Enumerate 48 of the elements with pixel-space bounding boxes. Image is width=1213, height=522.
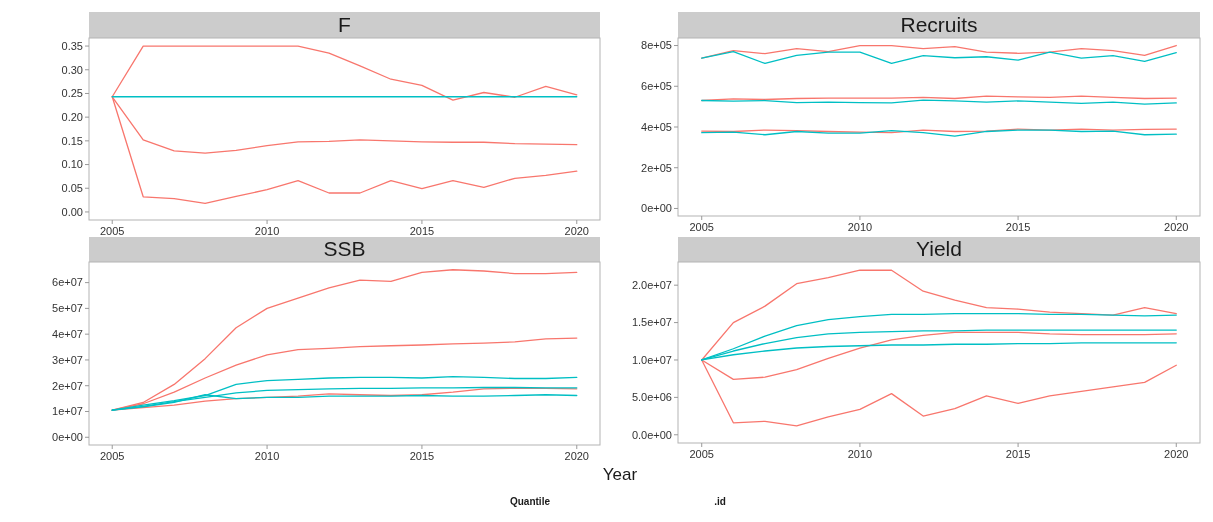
y-tick-label: 4e+07 (52, 328, 83, 341)
x-tick-label: 2010 (254, 225, 280, 237)
y-tick-label: 1e+07 (52, 405, 83, 418)
chart-title: Yield (916, 237, 962, 260)
y-tick-label: 3e+07 (52, 353, 83, 366)
y-tick-label: 5e+07 (52, 302, 83, 315)
text: Quantile (509, 496, 551, 507)
y-tick-label: 0.25 (61, 87, 83, 100)
x-tick-label: 2005 (99, 450, 125, 462)
y-tick-label: 0.00 (61, 205, 83, 218)
text: .id (714, 496, 726, 507)
x-tick-label: 2005 (689, 221, 714, 233)
y-tick-label: 8e+05 (641, 39, 672, 52)
y-tick-label: 6e+07 (52, 276, 83, 289)
y-tick-label: 0.0e+00 (631, 428, 672, 441)
x-axis-title: Year (602, 465, 638, 484)
chart-title: SSB (323, 237, 366, 260)
y-tick-label: 0.35 (61, 39, 83, 52)
y-tick-label: 0.20 (61, 111, 83, 123)
y-tick-label: 0e+00 (52, 431, 83, 444)
x-tick-label: 2020 (564, 450, 590, 462)
y-tick-label: 0.10 (61, 158, 83, 171)
x-tick-label: 2020 (1164, 448, 1189, 460)
y-tick-label: 2e+05 (641, 161, 672, 174)
y-tick-label: 0.15 (61, 134, 83, 147)
x-tick-label: 2010 (254, 450, 280, 462)
x-tick-label: 2015 (1005, 221, 1031, 233)
x-tick-label: 2005 (689, 448, 714, 460)
y-tick-label: 6e+05 (641, 80, 672, 93)
y-tick-label: 5.0e+06 (631, 391, 672, 404)
y-tick-label: 0.05 (61, 182, 83, 195)
x-tick-label: 2010 (847, 221, 873, 233)
y-tick-label: 2.0e+07 (631, 279, 672, 292)
y-tick-label: 2e+07 (52, 379, 83, 392)
y-tick-label: 0e+00 (641, 202, 672, 215)
x-tick-label: 2015 (409, 450, 435, 462)
y-tick-label: 4e+05 (641, 120, 672, 133)
x-tick-label: 2015 (409, 225, 435, 237)
chart-title: F (338, 13, 351, 36)
x-tick-label: 2020 (564, 225, 590, 237)
y-tick-label: 0.30 (61, 63, 83, 76)
chart-title: Recruits (900, 13, 978, 36)
y-tick-label: 1.5e+07 (631, 316, 672, 329)
x-tick-label: 2010 (847, 448, 873, 460)
y-tick-label: 1.0e+07 (631, 353, 672, 366)
x-tick-label: 2005 (99, 225, 125, 237)
x-tick-label: 2015 (1005, 448, 1031, 460)
x-tick-label: 2020 (1164, 221, 1189, 233)
